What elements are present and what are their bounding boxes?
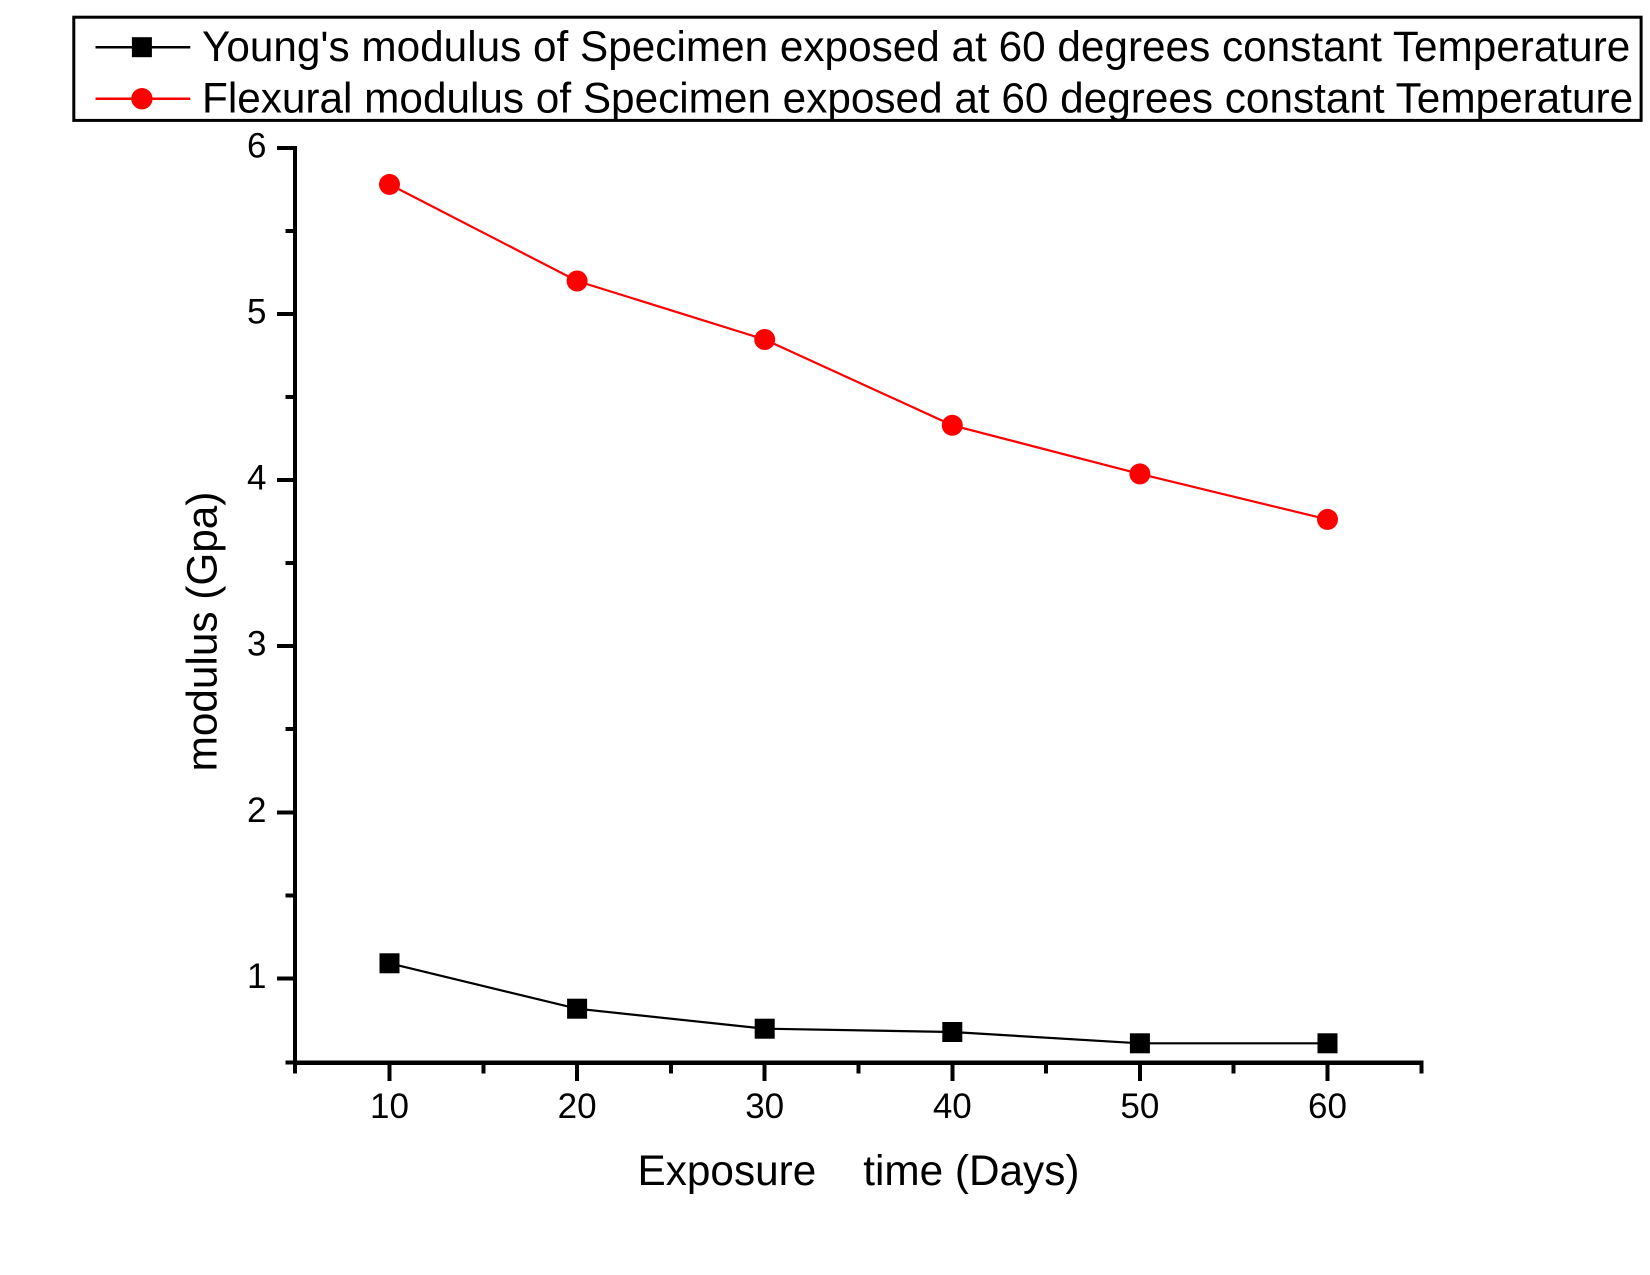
svg-text:Young's modulus of Specimen ex: Young's modulus of Specimen exposed at 6… bbox=[202, 23, 1630, 70]
svg-text:4: 4 bbox=[247, 459, 266, 498]
svg-text:40: 40 bbox=[933, 1087, 972, 1126]
svg-text:1: 1 bbox=[247, 957, 266, 996]
svg-text:50: 50 bbox=[1120, 1087, 1159, 1126]
svg-text:3: 3 bbox=[247, 625, 266, 664]
svg-text:modulus (Gpa): modulus (Gpa) bbox=[179, 492, 226, 772]
svg-text:30: 30 bbox=[745, 1087, 784, 1126]
svg-text:5: 5 bbox=[247, 293, 266, 332]
svg-text:60: 60 bbox=[1308, 1087, 1347, 1126]
svg-text:20: 20 bbox=[558, 1087, 597, 1126]
svg-text:10: 10 bbox=[370, 1087, 409, 1126]
svg-text:6: 6 bbox=[247, 127, 266, 166]
svg-text:Flexural modulus of Specimen e: Flexural modulus of Specimen exposed at … bbox=[202, 74, 1633, 121]
svg-text:2: 2 bbox=[247, 791, 266, 830]
svg-text:Exposure time (Days): Exposure time (Days) bbox=[638, 1147, 1080, 1194]
